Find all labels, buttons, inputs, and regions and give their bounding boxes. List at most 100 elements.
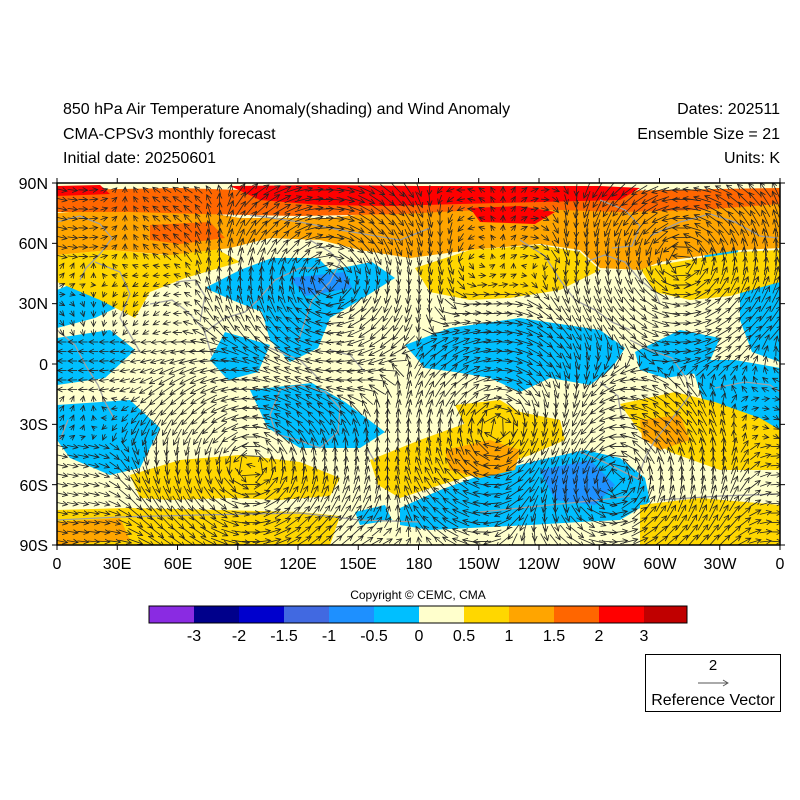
wind-vector — [520, 197, 527, 201]
wind-vector — [729, 221, 740, 236]
wind-vector — [245, 220, 256, 236]
wind-vector — [479, 198, 486, 202]
wind-vector — [143, 187, 150, 193]
wind-vector — [683, 217, 701, 221]
wind-vector — [236, 229, 244, 246]
wind-vector — [469, 253, 475, 259]
wind-vector — [184, 215, 193, 223]
wind-vector — [479, 227, 486, 229]
wind-vector — [134, 225, 137, 232]
wind-vector — [530, 208, 538, 210]
wind-vector — [195, 205, 203, 214]
wind-vector — [326, 189, 344, 191]
wind-vector — [143, 235, 150, 241]
colorbar-swatch — [644, 606, 687, 623]
wind-vector — [565, 194, 568, 205]
wind-vector — [491, 245, 494, 250]
wind-vector — [613, 201, 625, 216]
wind-vector — [143, 254, 150, 260]
wind-vector — [163, 234, 172, 242]
wind-vector — [326, 245, 344, 248]
wind-vector — [479, 256, 485, 257]
wind-vector — [584, 200, 591, 217]
wind-vector — [565, 211, 567, 225]
wind-vector — [552, 213, 558, 223]
wind-vector — [173, 215, 182, 223]
wind-vector — [622, 193, 637, 206]
wind-vector — [89, 209, 97, 210]
wind-vector — [134, 216, 138, 222]
wind-vector — [614, 210, 624, 226]
wind-vector — [772, 183, 780, 198]
wind-vector — [173, 197, 183, 203]
wind-vector — [347, 186, 365, 193]
lon-label: 60W — [644, 556, 678, 573]
lon-label: 150W — [458, 556, 501, 573]
wind-vector — [447, 189, 455, 192]
wind-vector — [275, 231, 289, 245]
wind-vector — [196, 222, 202, 234]
colorbar-label: -1 — [322, 628, 336, 645]
wind-vector — [574, 247, 578, 266]
wind-vector — [284, 214, 301, 224]
wind-vector — [468, 218, 476, 219]
wind-vector — [57, 198, 67, 200]
wind-vector — [100, 189, 108, 191]
wind-vector — [100, 246, 108, 248]
units-label: Units: K — [723, 150, 780, 167]
wind-vector — [163, 216, 172, 222]
wind-vector — [418, 247, 421, 266]
wind-vector — [358, 195, 374, 204]
wind-vector — [89, 247, 97, 248]
wind-vector — [255, 221, 267, 236]
wind-vector — [540, 243, 549, 250]
wind-vector — [415, 228, 421, 246]
wind-vector — [541, 217, 548, 221]
wind-vector — [728, 203, 741, 216]
lat-label: 60S — [20, 478, 48, 495]
wind-vector — [265, 222, 279, 235]
colorbar-swatch — [554, 606, 599, 623]
wind-vector — [655, 239, 667, 255]
wind-vector — [635, 229, 645, 246]
wind-vector — [57, 255, 67, 257]
wind-vector — [383, 247, 390, 265]
wind-vector — [67, 218, 78, 219]
wind-vector — [336, 233, 354, 240]
wind-vector — [337, 251, 353, 262]
lat-label: 30N — [19, 296, 48, 313]
wind-vector — [449, 213, 453, 223]
wind-vector — [296, 250, 310, 264]
wind-vector — [491, 187, 494, 194]
wind-vector — [60, 263, 64, 270]
wind-vector — [112, 188, 117, 192]
wind-vector — [369, 212, 384, 224]
wind-vector — [336, 215, 354, 221]
wind-vector — [520, 217, 527, 221]
wind-vector — [361, 248, 372, 264]
wind-vector — [153, 244, 161, 251]
wind-vector — [563, 228, 568, 247]
colorbar-swatch — [239, 606, 284, 623]
wind-vector — [235, 202, 246, 217]
wind-vector — [586, 228, 588, 247]
wind-vector — [207, 195, 212, 205]
wind-vector — [57, 236, 67, 238]
wind-vector — [562, 247, 569, 265]
wind-vector — [652, 214, 669, 223]
wind-vector — [348, 241, 363, 252]
wind-vector — [468, 199, 476, 201]
wind-vector — [479, 188, 486, 192]
wind-vector — [112, 207, 117, 211]
wind-vector — [184, 187, 193, 194]
wind-vector — [541, 225, 548, 231]
wind-vector — [404, 229, 412, 246]
wind-vector — [459, 242, 464, 251]
wind-vector — [596, 228, 599, 247]
wind-vector — [284, 205, 301, 214]
wind-vector — [772, 191, 780, 208]
wind-vector — [760, 183, 772, 198]
wind-vector — [551, 189, 559, 192]
wind-vector — [520, 236, 528, 238]
